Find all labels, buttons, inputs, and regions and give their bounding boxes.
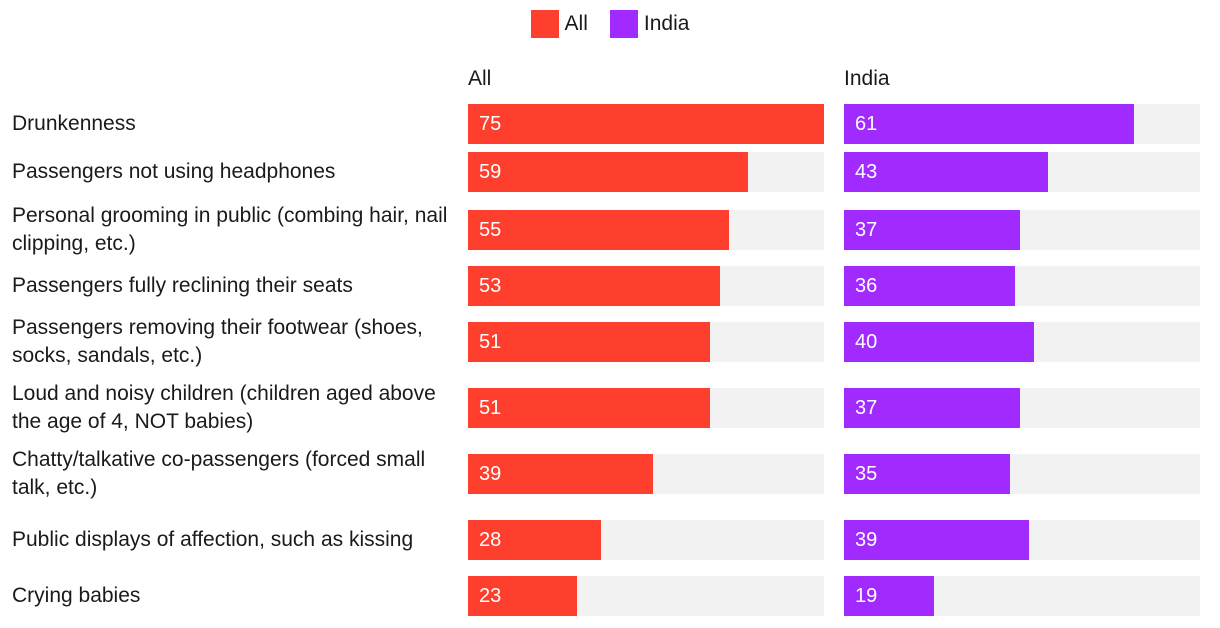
bar-track-india: 37 [844, 210, 1200, 250]
data-label-india: 39 [855, 529, 878, 551]
legend-swatch-all [530, 10, 559, 38]
bar-india: 61 [844, 104, 1134, 144]
bar-all: 51 [468, 322, 710, 362]
bar-track-all: 51 [468, 322, 824, 362]
category-label: Chatty/talkative co-passengers (forced s… [12, 448, 426, 499]
bar-all: 75 [468, 104, 824, 144]
data-label-india: 61 [855, 113, 878, 135]
data-label-all: 51 [479, 331, 502, 353]
data-label-india: 35 [855, 463, 878, 485]
data-label-all: 23 [479, 585, 502, 607]
bar-all: 39 [468, 454, 653, 494]
bar-track-india: 40 [844, 322, 1200, 362]
data-label-all: 75 [479, 113, 502, 135]
legend-label-india: India [643, 12, 690, 35]
bar-all: 55 [468, 210, 729, 250]
data-label-all: 53 [479, 275, 502, 297]
bar-all: 51 [468, 388, 710, 428]
bar-india: 37 [844, 388, 1020, 428]
bar-all: 59 [468, 152, 748, 192]
category-label: Passengers removing their footwear (shoe… [12, 316, 423, 367]
bar-track-all: 23 [468, 576, 824, 616]
bar-track-all: 53 [468, 266, 824, 306]
bar-track-india: 36 [844, 266, 1200, 306]
category-label: Public displays of affection, such as ki… [12, 528, 414, 551]
bar-india: 19 [844, 576, 934, 616]
bar-track-india: 39 [844, 520, 1200, 560]
bar-india: 36 [844, 266, 1015, 306]
bar-track-all: 75 [468, 104, 824, 144]
data-label-india: 36 [855, 275, 878, 297]
bar-all: 28 [468, 520, 601, 560]
data-label-all: 28 [479, 529, 502, 551]
legend-item-all: All [530, 10, 588, 38]
bar-track-india: 19 [844, 576, 1200, 616]
data-label-all: 55 [479, 219, 502, 241]
data-label-india: 40 [855, 331, 878, 353]
bar-india: 37 [844, 210, 1020, 250]
panel-title-india: India [844, 67, 890, 90]
data-label-all: 39 [479, 463, 502, 485]
bar-track-all: 28 [468, 520, 824, 560]
category-label: Personal grooming in public (combing hai… [12, 204, 448, 255]
data-label-india: 43 [855, 161, 878, 183]
bar-india: 35 [844, 454, 1010, 494]
legend-swatch-india [609, 10, 638, 38]
bar-india: 43 [844, 152, 1048, 192]
category-label: Passengers fully reclining their seats [12, 274, 353, 297]
bar-all: 53 [468, 266, 720, 306]
bar-all: 23 [468, 576, 577, 616]
bar-track-india: 35 [844, 454, 1200, 494]
bar-track-all: 51 [468, 388, 824, 428]
bar-track-india: 61 [844, 104, 1200, 144]
data-label-all: 59 [479, 161, 502, 183]
category-label: Passengers not using headphones [12, 160, 336, 183]
category-label: Crying babies [12, 584, 141, 607]
category-label: Drunkenness [12, 112, 136, 135]
bar-india: 39 [844, 520, 1029, 560]
bar-track-all: 39 [468, 454, 824, 494]
legend-item-india: India [609, 10, 690, 38]
panel-title-all: All [468, 67, 492, 90]
chart-legend: All India [0, 10, 1220, 38]
data-label-india: 37 [855, 219, 878, 241]
data-label-all: 51 [479, 397, 502, 419]
bar-track-all: 55 [468, 210, 824, 250]
bar-india: 40 [844, 322, 1034, 362]
bar-track-all: 59 [468, 152, 824, 192]
bar-track-india: 37 [844, 388, 1200, 428]
data-label-india: 37 [855, 397, 878, 419]
category-label: Loud and noisy children (children aged a… [12, 382, 436, 433]
data-label-india: 19 [855, 585, 878, 607]
legend-label-all: All [564, 12, 588, 35]
bar-track-india: 43 [844, 152, 1200, 192]
